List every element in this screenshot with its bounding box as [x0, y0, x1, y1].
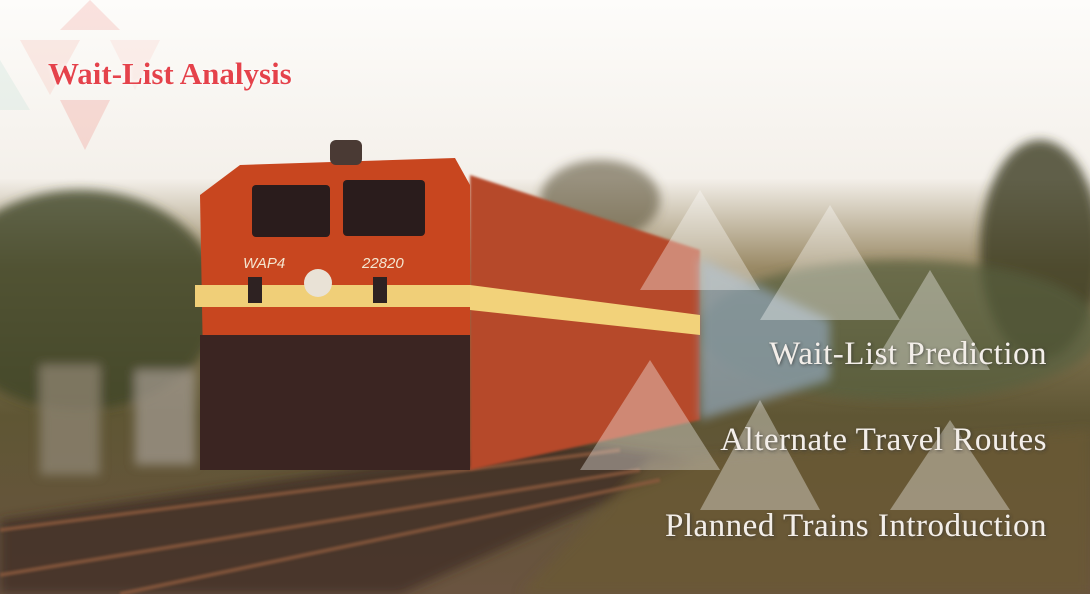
menu-item[interactable]: Alternate Travel Routes: [720, 422, 1047, 458]
menu-link[interactable]: Wait-List Prediction: [769, 336, 1047, 372]
locomotive-model: WAP4: [243, 255, 285, 272]
locomotive: WAP4 22820: [195, 140, 830, 470]
menu-item[interactable]: Planned Trains Introduction: [665, 508, 1047, 544]
site-title[interactable]: Wait-List Analysis: [48, 56, 292, 91]
home-link[interactable]: Wait-List Analysis: [48, 56, 292, 91]
tracks: [0, 448, 661, 594]
scenery: [0, 140, 1090, 594]
locomotive-number: 22820: [361, 255, 404, 272]
menu-item[interactable]: Wait-List Prediction: [769, 336, 1047, 372]
menu-link[interactable]: Planned Trains Introduction: [665, 508, 1047, 544]
triangle-pattern: [0, 0, 160, 150]
menu-link[interactable]: Alternate Travel Routes: [720, 422, 1047, 458]
